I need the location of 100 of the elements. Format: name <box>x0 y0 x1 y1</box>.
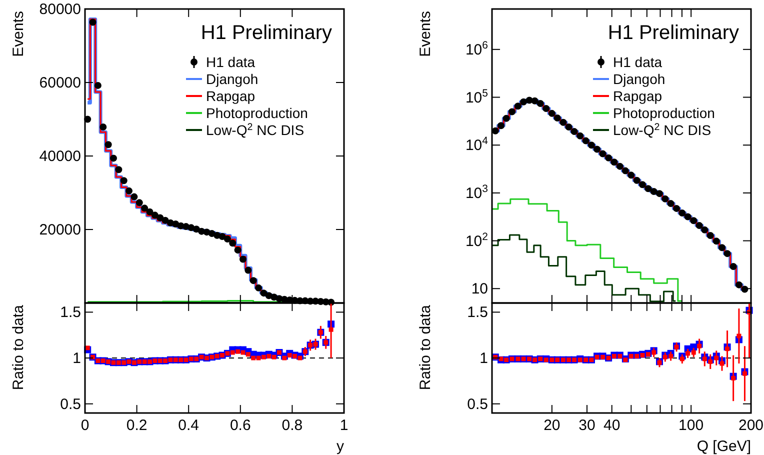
point <box>236 349 240 354</box>
point <box>706 232 714 239</box>
point <box>229 240 236 247</box>
point <box>250 277 257 284</box>
point <box>708 359 713 364</box>
legend-label: Photoproduction <box>613 105 715 121</box>
y-axis-title: Ratio to data <box>417 304 434 390</box>
legend-label: Rapgap <box>613 88 662 104</box>
x-tick-label: 1 <box>340 417 348 434</box>
point <box>492 127 499 134</box>
point <box>656 190 663 198</box>
point <box>662 195 669 202</box>
point <box>701 226 708 234</box>
point <box>691 350 696 355</box>
point <box>594 146 601 153</box>
point <box>560 118 567 126</box>
point <box>151 212 158 219</box>
point <box>662 354 668 360</box>
point <box>742 371 747 376</box>
point <box>287 353 292 358</box>
y-tick-label: 1.5 <box>467 304 488 322</box>
point <box>244 266 252 274</box>
point <box>725 346 730 352</box>
point <box>605 154 612 162</box>
x-tick-label: 0.4 <box>178 417 200 434</box>
x-axis-title: y <box>336 438 344 455</box>
point <box>570 128 578 136</box>
point <box>536 100 544 108</box>
point <box>531 97 538 104</box>
point <box>673 204 680 212</box>
point <box>239 256 246 263</box>
point <box>100 123 107 130</box>
y-tick-label: 10$^{6}$ <box>465 39 488 58</box>
legend-label: Low-Q$^{2}$ NC DIS <box>613 122 712 138</box>
point <box>261 354 266 360</box>
point <box>680 356 684 362</box>
y-tick-label: 20000 <box>39 222 81 238</box>
point <box>224 236 231 243</box>
point <box>520 98 528 106</box>
point <box>640 353 645 358</box>
point <box>736 334 742 338</box>
point <box>256 356 261 360</box>
point <box>576 132 584 140</box>
point <box>514 102 522 110</box>
y-tick-label: 10$^{2}$ <box>465 230 488 250</box>
point <box>89 18 96 26</box>
point <box>126 187 133 194</box>
point <box>502 114 510 122</box>
point <box>498 122 505 130</box>
point <box>644 185 652 192</box>
y-tick-label: 0.5 <box>467 396 488 413</box>
point <box>115 166 122 174</box>
point <box>146 208 154 216</box>
point <box>678 210 686 217</box>
point <box>667 200 674 208</box>
x-tick-label: 20 <box>544 417 560 434</box>
point <box>730 262 737 270</box>
point <box>298 356 302 360</box>
x-tick-label: 40 <box>604 417 620 434</box>
point <box>633 176 640 184</box>
point <box>508 108 516 116</box>
point <box>104 141 112 148</box>
point <box>650 188 658 196</box>
point <box>565 123 572 130</box>
legend-label: Photoproduction <box>206 105 308 121</box>
point <box>646 352 650 357</box>
y-axis-title: Events <box>10 11 27 57</box>
point <box>622 167 629 174</box>
point <box>652 350 656 355</box>
y-tick-label: 10$^{3}$ <box>465 182 488 202</box>
point <box>542 104 550 112</box>
x-tick-label: 0.8 <box>282 417 303 434</box>
point <box>130 193 138 200</box>
point <box>234 246 242 254</box>
point <box>731 376 736 380</box>
point <box>623 358 628 362</box>
point <box>120 177 128 184</box>
point <box>702 356 707 362</box>
point <box>282 356 287 360</box>
point <box>230 350 235 355</box>
legend-label: Low-Q$^{2}$ NC DIS <box>206 122 304 138</box>
point <box>720 361 724 366</box>
y-axis-title: Events <box>417 11 434 57</box>
text: H1 Preliminary <box>608 22 739 44</box>
y-tick-label: 80000 <box>39 1 81 18</box>
point <box>686 351 690 356</box>
legend-label: Rapgap <box>206 88 256 104</box>
point <box>328 327 334 332</box>
x-axis-title: Q [GeV] <box>696 438 751 455</box>
point <box>616 162 624 170</box>
x-tick-label: 30 <box>578 417 596 434</box>
point <box>110 154 117 162</box>
y-axis-title: Ratio to data <box>10 304 27 390</box>
point <box>554 114 561 122</box>
point <box>690 217 698 224</box>
point <box>718 244 726 252</box>
point <box>735 281 742 288</box>
y-tick-label: 40000 <box>39 148 81 165</box>
point <box>272 354 276 360</box>
point <box>610 158 618 166</box>
